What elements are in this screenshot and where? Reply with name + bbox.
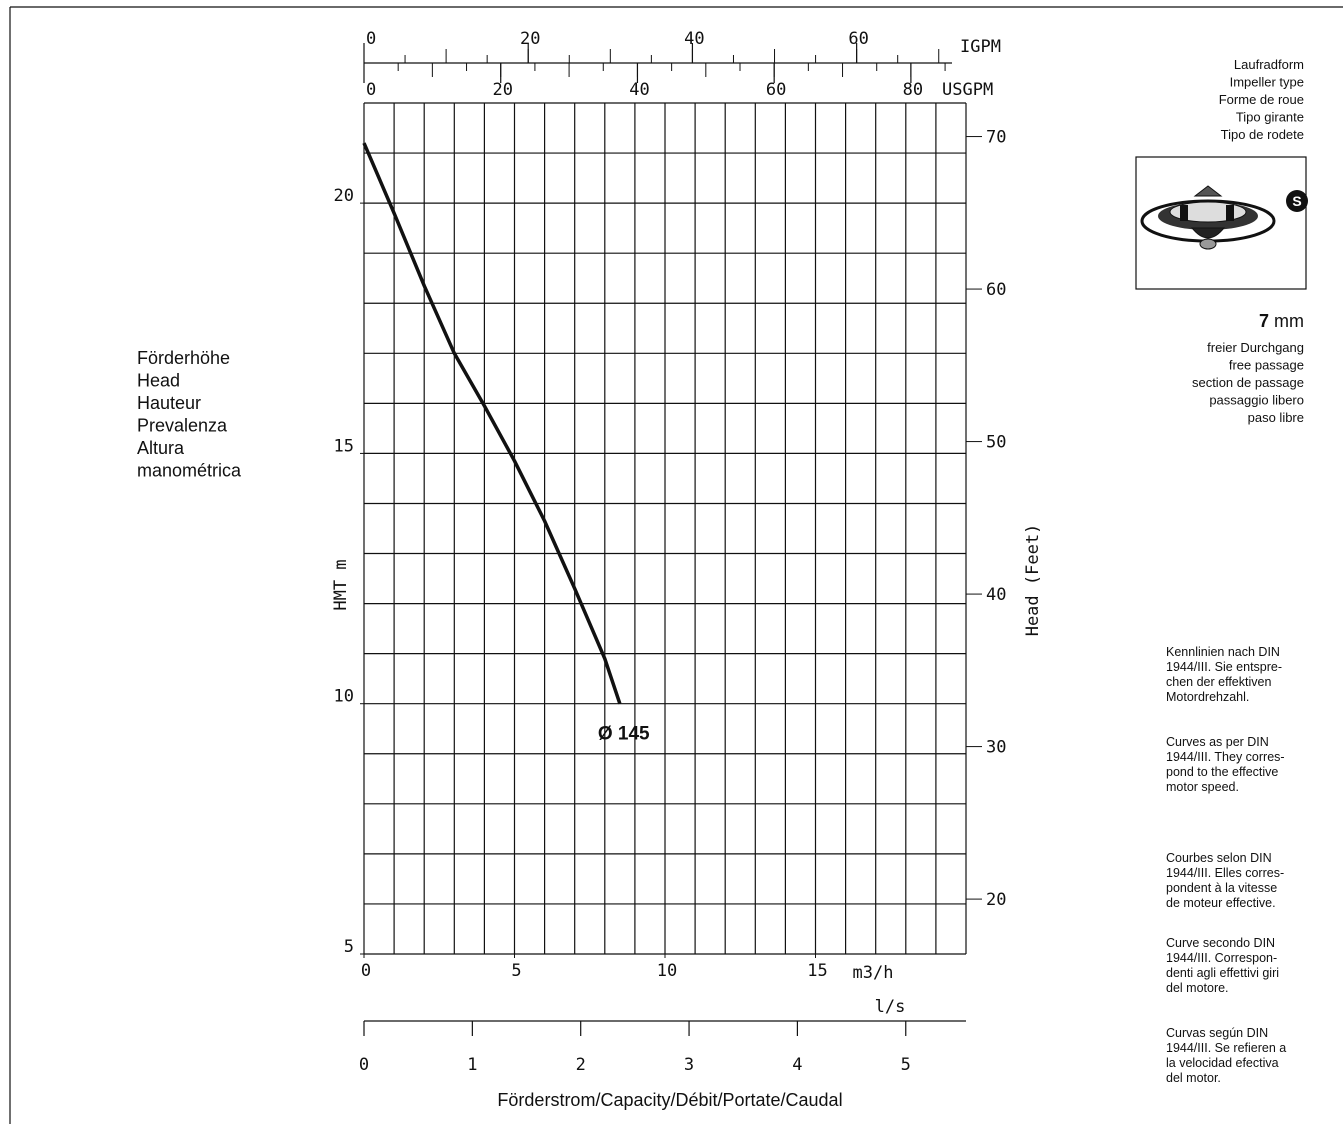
x-axis-label: Förderstrom/Capacity/Débit/Portate/Cauda…: [497, 1090, 842, 1110]
note-line: del motore.: [1166, 981, 1229, 995]
head-label: Prevalenza: [137, 416, 228, 436]
note-line: chen der effektiven: [1166, 675, 1271, 689]
top-tick-label: 60: [848, 29, 868, 49]
note-line: pondent à la vitesse: [1166, 881, 1277, 895]
ls-tick-label: 5: [901, 1055, 911, 1075]
ls-tick-label: 4: [792, 1055, 802, 1075]
ls-unit: l/s: [875, 997, 906, 1017]
passage-unit: mm: [1274, 311, 1304, 331]
y2-tick-label: 30: [986, 738, 1006, 758]
x-tick-label: 10: [657, 961, 677, 981]
note-line: motor speed.: [1166, 780, 1239, 794]
note-line: denti agli effettivi giri: [1166, 966, 1279, 980]
top-tick-label: 80: [903, 80, 923, 100]
curve-label: Ø 145: [598, 724, 650, 745]
impeller-label: Laufradform: [1234, 57, 1304, 72]
ls-tick-label: 2: [576, 1055, 586, 1075]
top-tick-label: 60: [766, 80, 786, 100]
x-tick-label: 15: [807, 961, 827, 981]
y2-tick-label: 20: [986, 890, 1006, 910]
impeller-badge: S: [1292, 193, 1301, 209]
y2-tick-label: 60: [986, 280, 1006, 300]
y2-tick-label: 40: [986, 585, 1006, 605]
note-line: de moteur effective.: [1166, 896, 1276, 910]
y-tick-label: 15: [334, 436, 354, 456]
ls-tick-label: 3: [684, 1055, 694, 1075]
top-tick-label: 40: [684, 29, 704, 49]
top-axis-unit: IGPM: [960, 37, 1001, 57]
note-line: Motordrehzahl.: [1166, 690, 1249, 704]
note-line: 1944/III. They corres-: [1166, 750, 1285, 764]
passage-label: passaggio libero: [1209, 393, 1304, 408]
note-line: del motor.: [1166, 1071, 1221, 1085]
y-tick-label: 20: [334, 186, 354, 206]
passage-label: freier Durchgang: [1207, 340, 1304, 355]
note-line: Curves as per DIN: [1166, 735, 1269, 749]
passage-size: 7 mm: [1259, 311, 1304, 331]
y2-tick-label: 70: [986, 128, 1006, 148]
top-axis-unit: USGPM: [942, 80, 993, 100]
note-line: pond to the effective: [1166, 765, 1278, 779]
ls-tick-label: 0: [359, 1055, 369, 1075]
head-label: Altura: [137, 438, 185, 458]
impeller-picture: [1135, 156, 1308, 290]
top-tick-label: 0: [366, 80, 376, 100]
note-line: la velocidad efectiva: [1166, 1056, 1279, 1070]
impeller-label: Forme de roue: [1219, 92, 1304, 107]
note-line: 1944/III. Se refieren a: [1166, 1041, 1286, 1055]
note-line: Curve secondo DIN: [1166, 936, 1275, 950]
top-tick-label: 40: [629, 80, 649, 100]
y-tick-label: 5: [344, 937, 354, 957]
x-tick-label: 0: [361, 961, 371, 981]
impeller-label: Tipo girante: [1236, 110, 1304, 125]
y2-axis-label: Head (Feet): [1023, 524, 1043, 637]
x-tick-label: 5: [511, 961, 521, 981]
note-line: 1944/III. Correspon-: [1166, 951, 1277, 965]
head-label: Head: [137, 371, 180, 391]
head-label: manométrica: [137, 461, 242, 481]
impeller-label: Impeller type: [1230, 75, 1304, 90]
note-line: 1944/III. Sie entspre-: [1166, 660, 1282, 674]
curve: [362, 142, 622, 705]
note-line: 1944/III. Elles corres-: [1166, 866, 1284, 880]
note-line: Curvas según DIN: [1166, 1026, 1268, 1040]
x-unit: m3/h: [853, 963, 894, 983]
passage-label: free passage: [1229, 358, 1304, 373]
passage-value: 7: [1259, 311, 1269, 331]
y-axis-label: HMT m: [331, 559, 351, 610]
y-tick-label: 10: [334, 687, 354, 707]
head-label: Förderhöhe: [137, 348, 230, 368]
impeller-label: Tipo de rodete: [1221, 127, 1304, 142]
head-label: Hauteur: [137, 393, 201, 413]
passage-label: section de passage: [1192, 375, 1304, 390]
y2-tick-label: 50: [986, 433, 1006, 453]
ls-tick-label: 1: [467, 1055, 477, 1075]
note-line: Kennlinien nach DIN: [1166, 645, 1280, 659]
top-tick-label: 20: [520, 29, 540, 49]
note-line: Courbes selon DIN: [1166, 851, 1272, 865]
passage-label: paso libre: [1248, 410, 1304, 425]
top-tick-label: 20: [492, 80, 512, 100]
top-tick-label: 0: [366, 29, 376, 49]
